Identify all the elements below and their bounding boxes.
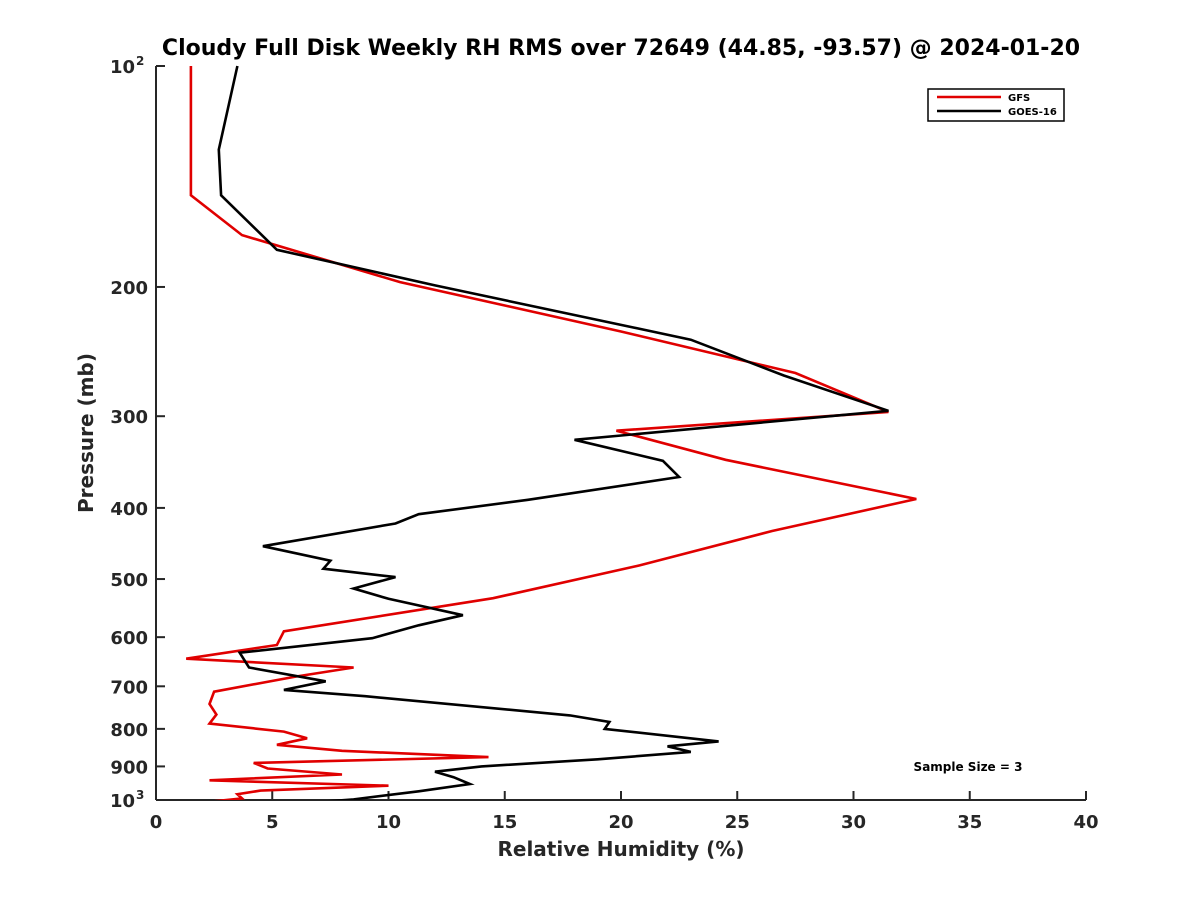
y-tick-label: 800 — [110, 720, 148, 741]
x-tick-label: 10 — [376, 812, 401, 833]
y-tick-exponent: 2 — [136, 54, 144, 68]
y-axis-label: Pressure (mb) — [74, 353, 98, 513]
y-tick-label: 300 — [110, 407, 148, 428]
chart-title: Cloudy Full Disk Weekly RH RMS over 7264… — [162, 36, 1080, 61]
y-tick-label: 600 — [110, 628, 148, 649]
series-line-goes16 — [217, 65, 889, 800]
series-layer — [186, 65, 917, 800]
x-axis-label: Relative Humidity (%) — [497, 837, 744, 861]
y-tick-label: 10 — [110, 57, 135, 78]
legend: GFS GOES-16 — [927, 88, 1065, 122]
y-tick-label: 200 — [110, 278, 148, 299]
sample-size-annotation: Sample Size = 3 — [914, 760, 1023, 774]
series-line-gfs — [186, 66, 917, 800]
x-tick-label: 30 — [841, 812, 866, 833]
x-tick-label: 5 — [266, 812, 279, 833]
legend-box — [927, 88, 1065, 122]
y-tick-label: 500 — [110, 570, 148, 591]
x-tick-label: 25 — [725, 812, 750, 833]
legend-label-goes16: GOES-16 — [1008, 107, 1057, 118]
x-tick-label: 20 — [608, 812, 633, 833]
y-tick-label: 400 — [110, 499, 148, 520]
x-tick-label: 0 — [150, 812, 163, 833]
y-tick-exponent: 3 — [136, 788, 144, 802]
x-tick-label: 40 — [1073, 812, 1098, 833]
legend-label-gfs: GFS — [1008, 93, 1030, 104]
x-axis-ticks: 0 5 10 15 20 25 30 35 40 — [150, 791, 1099, 833]
y-tick-label: 10 — [110, 791, 135, 812]
x-tick-label: 15 — [492, 812, 517, 833]
x-tick-label: 35 — [957, 812, 982, 833]
y-tick-label: 700 — [110, 677, 148, 698]
y-tick-label: 900 — [110, 757, 148, 778]
